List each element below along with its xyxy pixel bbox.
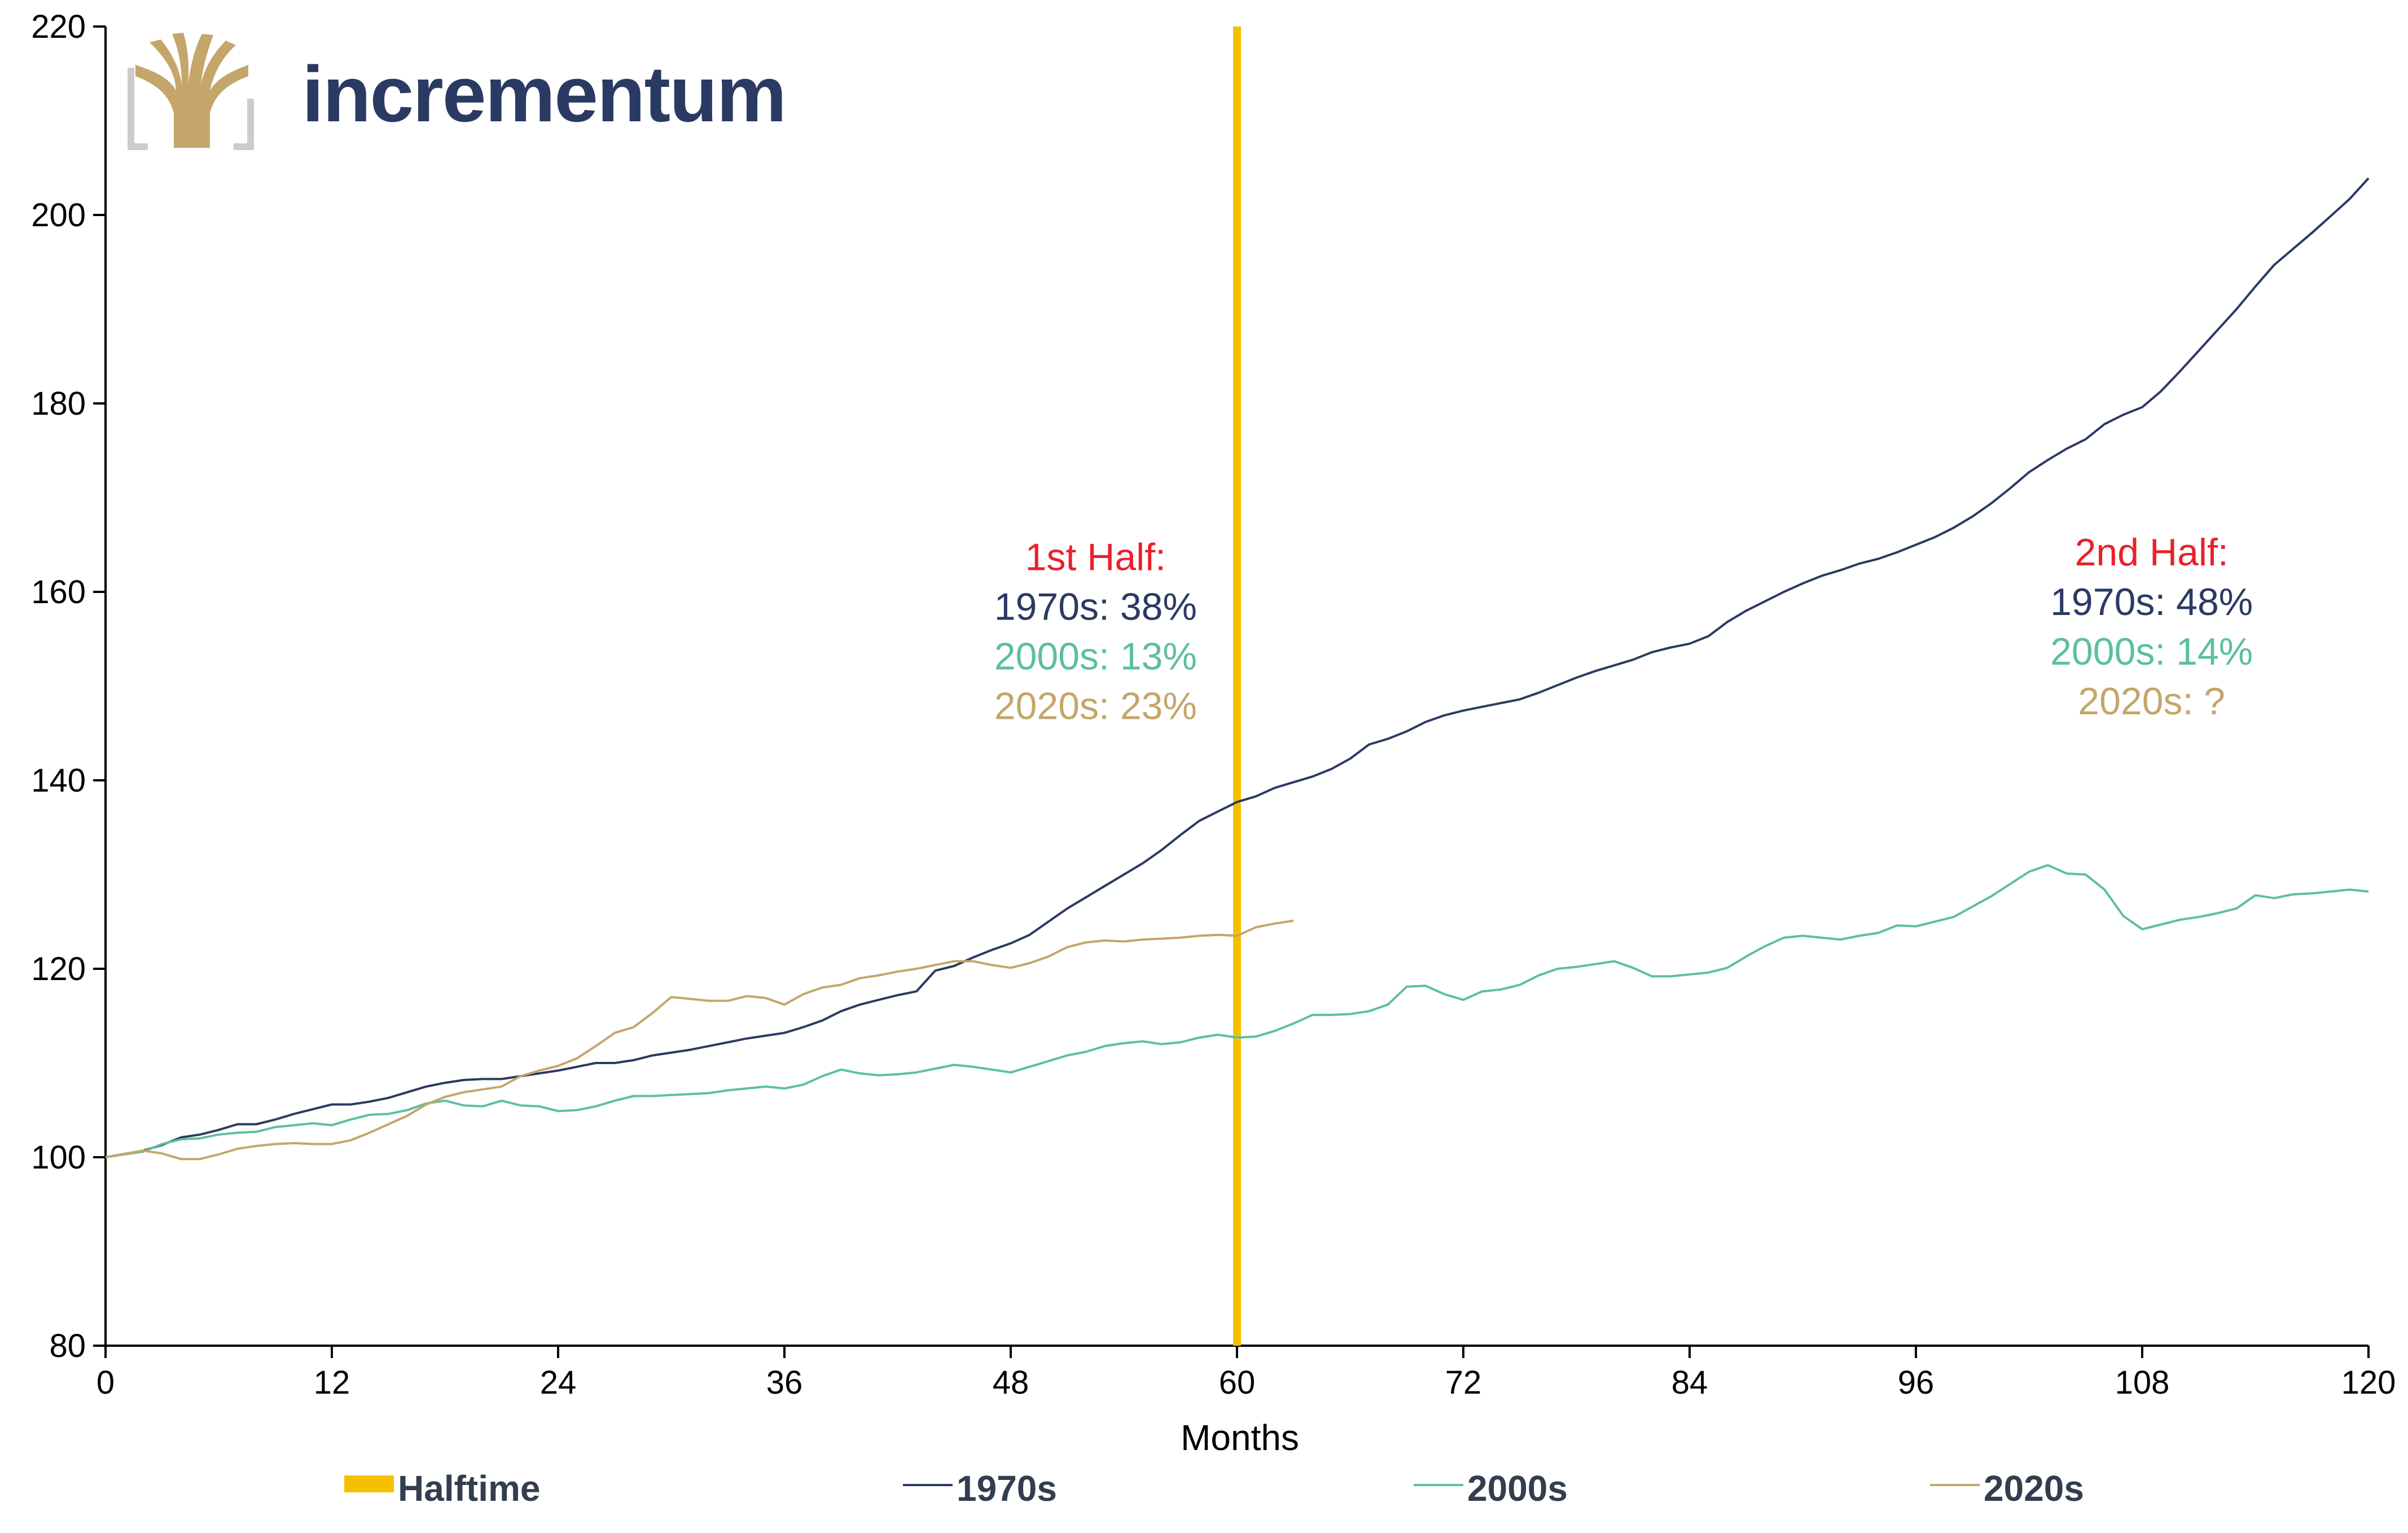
annotations: 1st Half: 1970s: 38% 2000s: 13% 2020s: 23% 2… bbox=[994, 531, 2253, 727]
y-tick-label: 100 bbox=[31, 1139, 86, 1176]
annotation-1-line-4: 2020s: 23% bbox=[994, 685, 1197, 728]
y-tick-label: 220 bbox=[31, 8, 86, 45]
x-axis-label: Months bbox=[1181, 1417, 1299, 1458]
annotation-2-line-3: 2000s: 14% bbox=[2050, 630, 2253, 673]
y-tick-label: 80 bbox=[49, 1328, 86, 1364]
y-tick-label: 200 bbox=[31, 197, 86, 234]
x-tick-label: 108 bbox=[2115, 1364, 2170, 1401]
x-tick-label: 72 bbox=[1445, 1364, 1482, 1401]
legend-label-1970s: 1970s bbox=[957, 1468, 1057, 1509]
brand-name: incrementum bbox=[302, 50, 786, 138]
series-line-2020s bbox=[105, 919, 1294, 1161]
series-line-1970s bbox=[105, 177, 2370, 1158]
y-tick-label: 160 bbox=[31, 574, 86, 610]
logo: incrementum bbox=[128, 33, 787, 150]
legend: Halftime 1970s 2000s 2020s bbox=[344, 1468, 2084, 1509]
annotation-2-line-1: 2nd Half: bbox=[2075, 531, 2229, 574]
x-tick-label: 12 bbox=[314, 1364, 350, 1401]
x-tick-label: 24 bbox=[540, 1364, 577, 1401]
series-lines bbox=[105, 177, 2370, 1161]
legend-label-2000s: 2000s bbox=[1467, 1468, 1568, 1509]
x-tick-label: 36 bbox=[766, 1364, 803, 1401]
series-line-2000s bbox=[105, 864, 2369, 1158]
legend-label-Halftime: Halftime bbox=[398, 1468, 541, 1509]
x-tick-label: 96 bbox=[1898, 1364, 1935, 1401]
x-tick-label: 48 bbox=[993, 1364, 1029, 1401]
x-tick-label: 84 bbox=[1672, 1364, 1708, 1401]
annotation-1-line-3: 2000s: 13% bbox=[994, 635, 1197, 678]
y-tick-label: 140 bbox=[31, 762, 86, 799]
y-tick-label: 180 bbox=[31, 385, 86, 422]
legend-swatch-Halftime bbox=[344, 1475, 394, 1492]
y-tick-label: 120 bbox=[31, 951, 86, 987]
x-tick-label: 60 bbox=[1219, 1364, 1256, 1401]
x-tick-label: 120 bbox=[2341, 1364, 2396, 1401]
annotation-2-line-2: 1970s: 48% bbox=[2050, 581, 2253, 623]
annotation-1-line-1: 1st Half: bbox=[1025, 536, 1166, 579]
annotation-1-line-2: 1970s: 38% bbox=[994, 586, 1197, 629]
annotation-2-line-4: 2020s: ? bbox=[2078, 680, 2225, 723]
legend-label-2020s: 2020s bbox=[1984, 1468, 2084, 1509]
x-tick-label: 0 bbox=[97, 1364, 115, 1401]
tree-logo-icon bbox=[128, 33, 254, 150]
axes: 80 100 120 140 160 180 200 220 0 12 24 36 48 60 72 84 96… bbox=[31, 8, 2396, 1401]
